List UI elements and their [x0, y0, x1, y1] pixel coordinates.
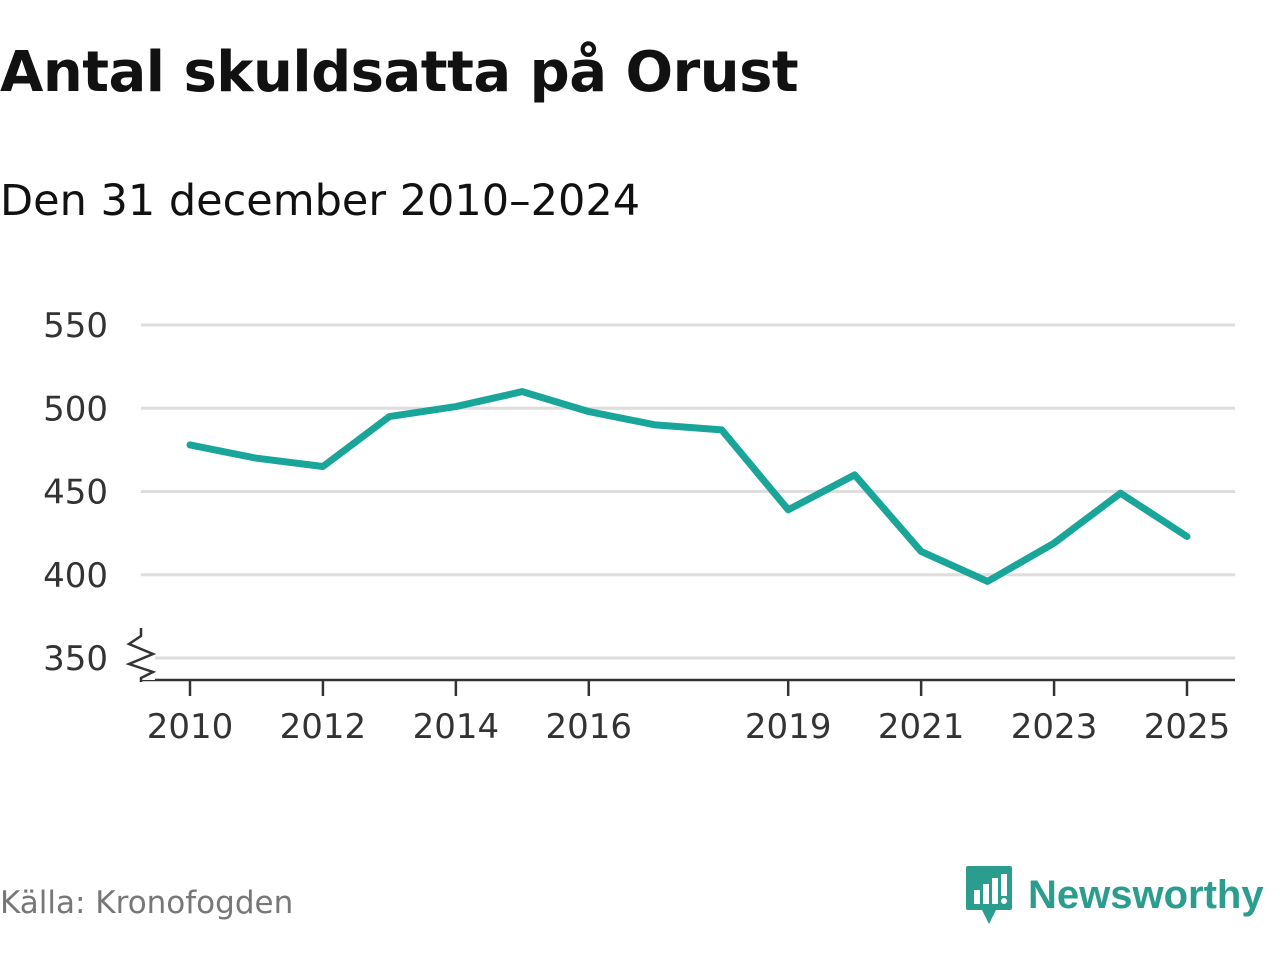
x-tick-label: 2025: [1144, 707, 1231, 747]
y-tick-label: 350: [43, 639, 108, 679]
source-note: Källa: Kronofogden: [0, 885, 294, 921]
chart-subtitle: Den 31 december 2010–2024: [0, 176, 641, 226]
y-tick-label: 500: [43, 389, 108, 429]
brand-logo[interactable]: Newsworthy: [964, 862, 1264, 928]
newsworthy-logo-icon: [966, 866, 1012, 924]
x-axis: [139, 672, 1235, 682]
gridlines: [141, 323, 1235, 660]
x-tick-label: 2019: [745, 707, 832, 747]
axis-break-icon: [125, 628, 157, 682]
x-tick-label: 2014: [413, 707, 500, 747]
y-tick-label: 450: [43, 473, 108, 513]
x-tick-label: 2010: [147, 707, 234, 747]
y-tick-label: 550: [43, 306, 108, 346]
x-axis-ticks: 2010 2012 2014 2016 2019 2021 2023 2025: [147, 680, 1231, 747]
series-group: [186, 388, 1191, 585]
x-tick-label: 2023: [1011, 707, 1098, 747]
x-tick-label: 2021: [878, 707, 965, 747]
axis-break-zigzag: [125, 628, 157, 682]
y-tick-label: 400: [43, 556, 108, 596]
brand-name: Newsworthy: [1028, 872, 1264, 917]
chart-title: Antal skuldsatta på Orust: [0, 40, 799, 105]
y-axis-ticks: 550 500 450 400 350: [43, 306, 108, 679]
series-line-0[interactable]: [186, 388, 1191, 585]
x-tick-label: 2012: [280, 707, 367, 747]
x-tick-label: 2016: [546, 707, 633, 747]
